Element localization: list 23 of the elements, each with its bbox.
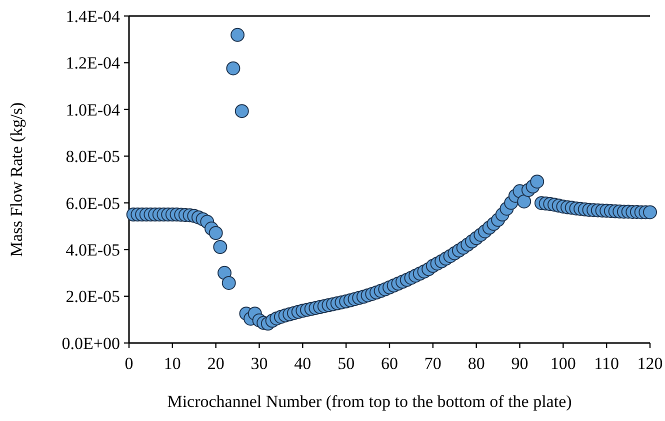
x-tick-label: 110 xyxy=(594,354,620,373)
y-axis-title: Mass Flow Rate (kg/s) xyxy=(7,102,26,257)
y-tick-label: 1.2E-04 xyxy=(66,54,120,73)
y-tick-label: 2.0E-05 xyxy=(66,287,120,306)
x-tick-label: 90 xyxy=(511,354,528,373)
x-tick-label: 30 xyxy=(250,354,268,373)
y-tick-label: 8.0E-05 xyxy=(66,147,120,166)
x-tick-label: 50 xyxy=(338,354,355,373)
x-tick-label: 70 xyxy=(424,354,442,373)
y-tick-label: 1.0E-04 xyxy=(66,100,120,120)
x-tick-label: 40 xyxy=(294,354,312,373)
x-tick-label: 0 xyxy=(124,354,134,373)
x-tick-label: 20 xyxy=(207,354,224,373)
y-tick-label: 0.0E+00 xyxy=(62,334,120,353)
x-tick-label: 60 xyxy=(381,354,398,373)
x-tick-label: 120 xyxy=(637,354,663,373)
y-tick-label: 4.0E-05 xyxy=(66,240,120,260)
x-axis-title: Microchannel Number (from top to the bottom of the plate) xyxy=(167,392,572,411)
x-tick-label: 10 xyxy=(164,354,181,373)
y-tick-label: 1.4E-04 xyxy=(66,6,120,26)
x-tick-label: 100 xyxy=(550,354,576,373)
y-tick-label: 6.0E-05 xyxy=(66,194,120,213)
x-tick-label: 80 xyxy=(468,354,485,373)
